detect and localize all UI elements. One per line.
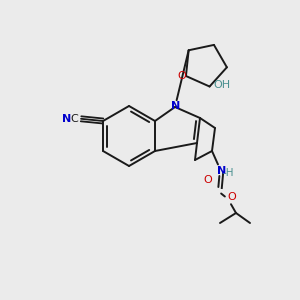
Text: O: O xyxy=(178,71,186,81)
Text: -H: -H xyxy=(222,168,234,178)
Text: N: N xyxy=(171,101,181,111)
Text: N: N xyxy=(62,114,72,124)
Text: N: N xyxy=(218,166,226,176)
Text: O: O xyxy=(228,192,236,202)
Text: OH: OH xyxy=(213,80,230,89)
Text: C: C xyxy=(70,114,78,124)
Text: O: O xyxy=(204,175,212,185)
